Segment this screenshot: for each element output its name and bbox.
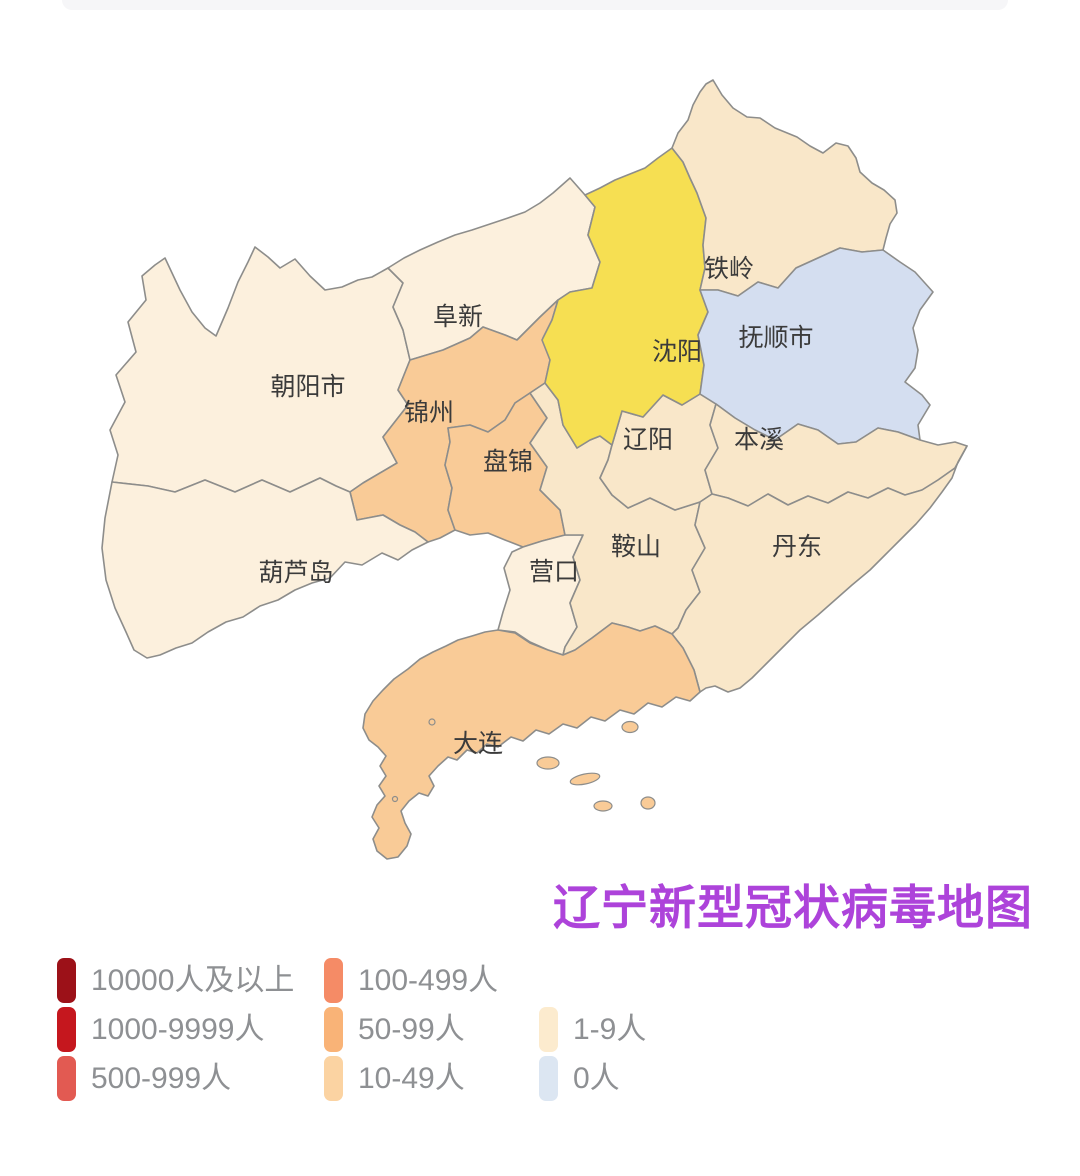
legend-label: 1000-9999人: [91, 1013, 265, 1046]
legend-swatch: [57, 1056, 76, 1101]
legend-item: 10000人及以上: [57, 958, 294, 1003]
legend-item: 100-499人: [324, 958, 498, 1003]
legend-label: 500-999人: [91, 1062, 232, 1095]
legend-item: 1-9人: [539, 1007, 646, 1052]
island: [536, 756, 560, 770]
region-huludao[interactable]: [101, 477, 429, 659]
island: [569, 772, 601, 786]
legend-label: 10000人及以上: [91, 964, 295, 997]
map-title: 辽宁新型冠状病毒地图: [553, 881, 1033, 934]
legend-label: 1-9人: [573, 1013, 647, 1046]
legend-label: 10-49人: [358, 1062, 465, 1095]
islet: [391, 795, 399, 803]
legend-label: 50-99人: [358, 1013, 465, 1046]
legend-swatch: [324, 1007, 343, 1052]
legend-item: 500-999人: [57, 1056, 231, 1101]
island: [621, 720, 639, 734]
legend-swatch: [324, 958, 343, 1003]
legend-swatch: [57, 958, 76, 1003]
legend-label: 100-499人: [358, 964, 499, 997]
legend-swatch: [57, 1007, 76, 1052]
legend-item: 50-99人: [324, 1007, 465, 1052]
region-chaoyang[interactable]: [109, 246, 411, 493]
region-dalian[interactable]: [362, 622, 701, 860]
island: [640, 796, 656, 810]
top-panel-edge: [62, 0, 1008, 10]
island: [593, 800, 613, 812]
legend-swatch: [324, 1056, 343, 1101]
legend-item: 10-49人: [324, 1056, 465, 1101]
legend-label: 0人: [573, 1062, 620, 1095]
legend-swatch: [539, 1007, 558, 1052]
legend-item: 1000-9999人: [57, 1007, 264, 1052]
islet: [428, 718, 436, 726]
legend-swatch: [539, 1056, 558, 1101]
legend-item: 0人: [539, 1056, 620, 1101]
dalian-islands: [391, 718, 656, 812]
